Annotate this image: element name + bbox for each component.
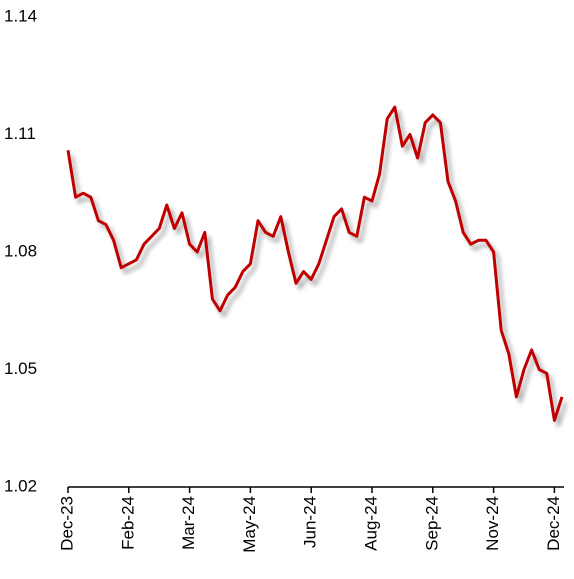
line [66,105,564,422]
x-tick-label: Mar-24 [179,496,198,550]
x-tick-label: Aug-24 [361,496,380,551]
x-tick-label: Dec-23 [57,496,76,551]
x-tick-label: May-24 [240,496,259,553]
x-tick-label: Jun-24 [301,496,320,548]
y-tick-label: 1.14 [4,6,37,25]
x-tick-label: Dec-24 [544,496,563,551]
x-tick-label: Sep-24 [422,496,441,551]
x-tick-label: Feb-24 [118,496,137,550]
y-tick-label: 1.11 [4,124,36,143]
y-tick-label: 1.08 [4,241,37,260]
y-tick-label: 1.02 [4,476,37,495]
y-tick-label: 1.05 [4,359,37,378]
x-tick-label: Nov-24 [483,496,502,551]
